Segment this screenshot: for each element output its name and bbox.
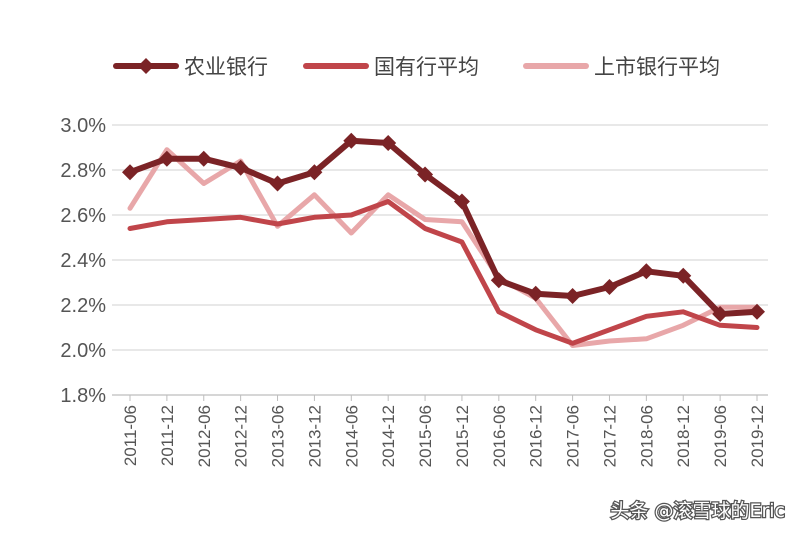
x-tick-label: 2012-12 (232, 405, 251, 467)
y-tick-label: 2.6% (60, 205, 106, 227)
x-tick-label: 2018-06 (637, 405, 656, 467)
data-point-marker (564, 288, 581, 304)
x-tick-label: 2014-12 (379, 405, 398, 467)
data-point-marker (306, 164, 323, 181)
x-tick-label: 2011-06 (121, 405, 140, 466)
x-tick-label: 2019-06 (711, 405, 730, 467)
x-tick-label: 2012-06 (195, 405, 214, 467)
x-tick-label: 2011-12 (158, 405, 177, 466)
x-tick-label: 2017-06 (564, 405, 583, 467)
x-tick-label: 2013-12 (305, 405, 324, 467)
x-tick-label: 2019-12 (748, 405, 767, 467)
x-tick-label: 2017-12 (600, 405, 619, 467)
gridlines (112, 124, 768, 396)
legend-label: 国有行平均 (374, 55, 479, 79)
legend-marker (138, 58, 154, 74)
series-line-1 (127, 137, 760, 317)
series-line-2 (127, 199, 760, 346)
watermark-text: 头条 @滚雪球的Eric (610, 500, 785, 522)
data-point-marker (675, 267, 692, 284)
data-point-marker (158, 150, 175, 167)
legend-label: 农业银行 (184, 55, 268, 79)
data-point-marker (232, 159, 249, 176)
x-tick-label: 2016-12 (527, 405, 546, 467)
x-tick-label: 2013-06 (269, 405, 288, 467)
data-point-marker (269, 175, 286, 192)
x-tick-label: 2015-12 (453, 405, 472, 467)
watermark: 头条 @滚雪球的Eric (609, 499, 786, 524)
data-point-marker (417, 166, 434, 183)
x-tick-label: 2016-06 (490, 405, 509, 467)
legend: 农业银行 国有行平均 上市银行平均 (113, 55, 720, 79)
data-point-marker (601, 279, 618, 295)
data-point-marker (380, 135, 397, 151)
x-tick-label: 2018-12 (674, 405, 693, 467)
y-axis-ticks: 1.8% 2.0% 2.2% 2.4% 2.6% 2.8% 3.0% (60, 115, 106, 407)
y-tick-label: 1.8% (60, 385, 106, 407)
legend-label: 上市银行平均 (594, 55, 720, 79)
y-tick-label: 3.0% (60, 115, 106, 137)
data-point-marker (122, 164, 138, 181)
series-lines (122, 132, 765, 348)
data-point-marker (453, 193, 470, 210)
data-point-marker (749, 303, 765, 320)
x-axis-ticks: 2011-06 2011-12 2012-06 2012-12 2013-06 2013-… (121, 395, 767, 467)
y-tick-label: 2.2% (60, 295, 106, 317)
data-point-marker (195, 150, 212, 167)
data-point-marker (712, 306, 729, 322)
x-tick-label: 2014-06 (342, 405, 361, 467)
y-tick-label: 2.8% (60, 160, 106, 182)
y-tick-label: 2.0% (60, 340, 106, 362)
data-point-marker (490, 272, 507, 289)
x-tick-label: 2015-06 (416, 405, 435, 467)
y-tick-label: 2.4% (60, 250, 106, 272)
data-point-marker (638, 263, 655, 280)
data-point-marker (527, 285, 544, 302)
data-point-marker (343, 132, 360, 149)
